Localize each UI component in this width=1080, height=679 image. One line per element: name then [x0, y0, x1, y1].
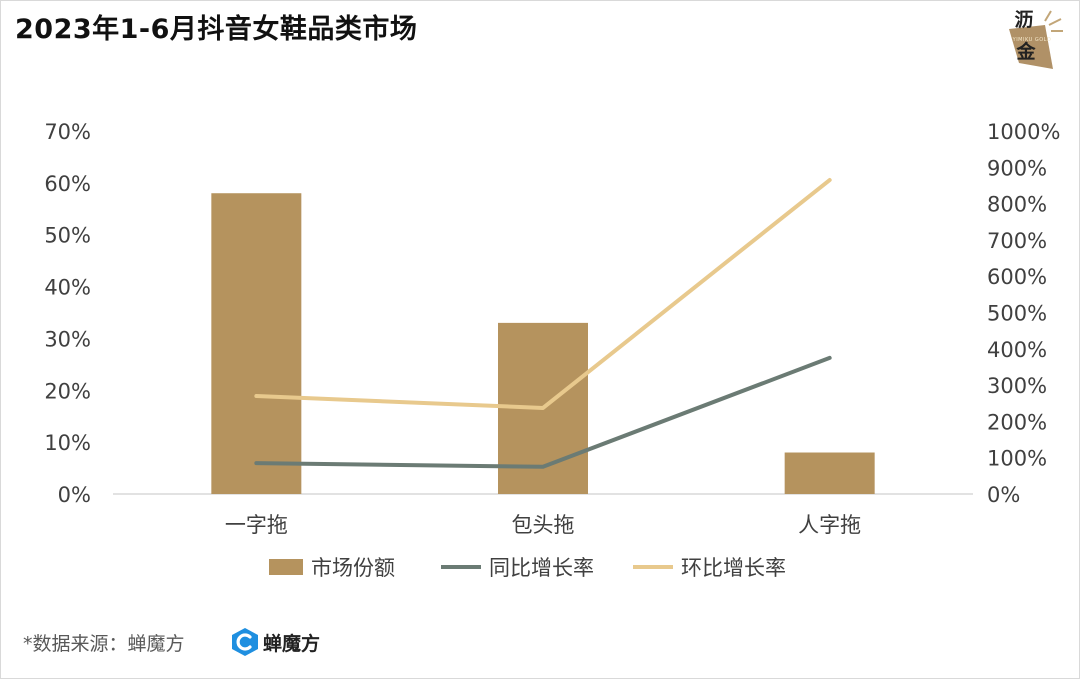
- series-line: [254, 355, 832, 469]
- y-left-tick-label: 20%: [44, 379, 91, 403]
- page-title: 2023年1-6月抖音女鞋品类市场: [15, 14, 418, 45]
- y-right-tick-label: 200%: [987, 410, 1047, 434]
- y-right-tick-label: 500%: [987, 302, 1047, 326]
- brand: 蝉魔方: [231, 625, 320, 659]
- y-right-tick-label: 300%: [987, 374, 1047, 398]
- y-right-tick-label: 100%: [987, 447, 1047, 471]
- bar: [784, 452, 875, 494]
- y-right-tick-label: 900%: [987, 156, 1047, 180]
- x-tick-label: 一字拖: [225, 513, 288, 537]
- y-right-tick-label: 400%: [987, 338, 1047, 362]
- legend-label: 环比增长率: [681, 556, 786, 580]
- logo-char-2: 金: [1016, 41, 1036, 63]
- y-left-tick-label: 10%: [44, 431, 91, 455]
- legend-swatch: [269, 559, 303, 575]
- y-left-tick-label: 40%: [44, 276, 91, 300]
- legend-label: 同比增长率: [489, 556, 594, 580]
- y-left-tick-label: 70%: [44, 120, 91, 144]
- y-right-tick-label: 800%: [987, 193, 1047, 217]
- series-line: [254, 178, 832, 410]
- brand-name: 蝉魔方: [263, 632, 321, 655]
- y-right-tick-label: 700%: [987, 229, 1047, 253]
- source-note: *数据来源：蝉魔方: [23, 633, 185, 655]
- lijin-logo-icon: 沥 金 YIMIKU GOLD: [1001, 7, 1067, 73]
- logo-subtext: YIMIKU GOLD: [1012, 37, 1052, 43]
- x-tick-label: 人字拖: [798, 513, 861, 537]
- y-left-tick-label: 60%: [44, 172, 91, 196]
- logo-char-1: 沥: [1014, 9, 1034, 31]
- y-left-tick-label: 30%: [44, 327, 91, 351]
- chanmofang-logo-icon: [232, 628, 258, 656]
- y-right-tick-label: 1000%: [987, 120, 1060, 144]
- y-right-tick-label: 0%: [987, 483, 1020, 507]
- y-right-tick-label: 600%: [987, 265, 1047, 289]
- x-tick-label: 包头拖: [512, 513, 575, 537]
- y-left-tick-label: 50%: [44, 224, 91, 248]
- y-left-tick-label: 0%: [58, 483, 91, 507]
- bar: [211, 193, 302, 494]
- chart-svg: 0% 10% 20% 30% 40% 50% 60% 70% 0% 100% 200% 300% 400…: [44, 120, 1060, 580]
- legend-label: 市场份额: [311, 556, 395, 580]
